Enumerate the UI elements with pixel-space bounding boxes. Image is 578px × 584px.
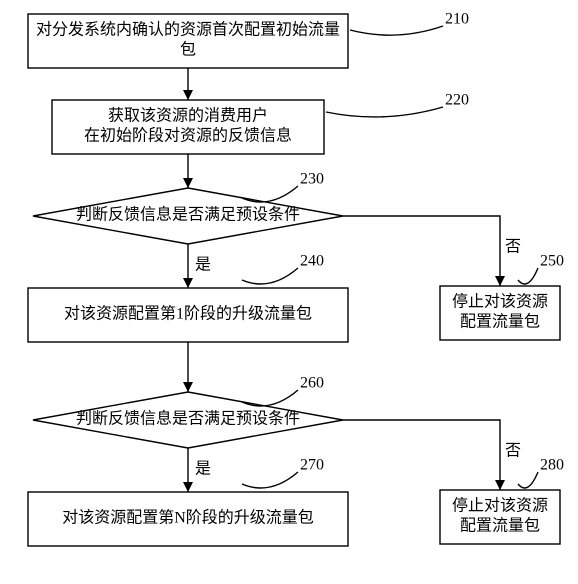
- ref-leader-n250: [518, 268, 538, 284]
- ref-label-n260: 260: [300, 375, 324, 392]
- edge-e4: [343, 216, 500, 286]
- edge-label-e3: 是: [195, 257, 211, 274]
- node-text-n250-l1: 配置流量包: [460, 313, 540, 331]
- arrowhead: [183, 382, 193, 392]
- arrowhead: [183, 178, 193, 188]
- node-text-n210-l1: 包: [180, 41, 196, 59]
- arrowhead: [495, 480, 505, 490]
- node-text-n240-l0: 对该资源配置第1阶段的升级流量包: [64, 305, 312, 323]
- arrowhead: [183, 90, 193, 100]
- node-text-n210-l0: 对分发系统内确认的资源首次配置初始流量: [36, 21, 340, 39]
- arrowhead: [183, 482, 193, 492]
- ref-leader-n240: [242, 268, 298, 284]
- arrowhead: [183, 278, 193, 288]
- ref-leader-n210: [350, 26, 443, 35]
- edge-label-e4: 否: [505, 239, 521, 256]
- node-text-n250-l0: 停止对该资源: [452, 293, 548, 311]
- ref-label-n210: 210: [445, 11, 469, 28]
- ref-label-n250: 250: [540, 253, 564, 270]
- ref-leader-n220: [326, 107, 443, 117]
- arrowhead: [495, 276, 505, 286]
- ref-label-n240: 240: [300, 253, 324, 270]
- node-text-n230-l0: 判断反馈信息是否满足预设条件: [76, 206, 300, 224]
- node-text-n280-l1: 配置流量包: [460, 517, 540, 535]
- node-text-n270-l0: 对该资源配置第N阶段的升级流量包: [62, 509, 314, 527]
- node-text-n220-l0: 获取该资源的消费用户: [108, 107, 268, 125]
- ref-leader-n270: [242, 472, 298, 488]
- ref-label-n280: 280: [540, 457, 564, 474]
- ref-label-n270: 270: [300, 457, 324, 474]
- edge-label-e6: 是: [195, 461, 211, 478]
- node-text-n260-l0: 判断反馈信息是否满足预设条件: [76, 410, 300, 428]
- node-text-n280-l0: 停止对该资源: [452, 497, 548, 515]
- ref-label-n230: 230: [300, 171, 324, 188]
- node-text-n220-l1: 在初始阶段对资源的反馈信息: [84, 127, 292, 145]
- ref-leader-n280: [518, 472, 538, 488]
- ref-label-n220: 220: [445, 92, 469, 109]
- edge-label-e7: 否: [505, 443, 521, 460]
- edge-e7: [343, 420, 500, 490]
